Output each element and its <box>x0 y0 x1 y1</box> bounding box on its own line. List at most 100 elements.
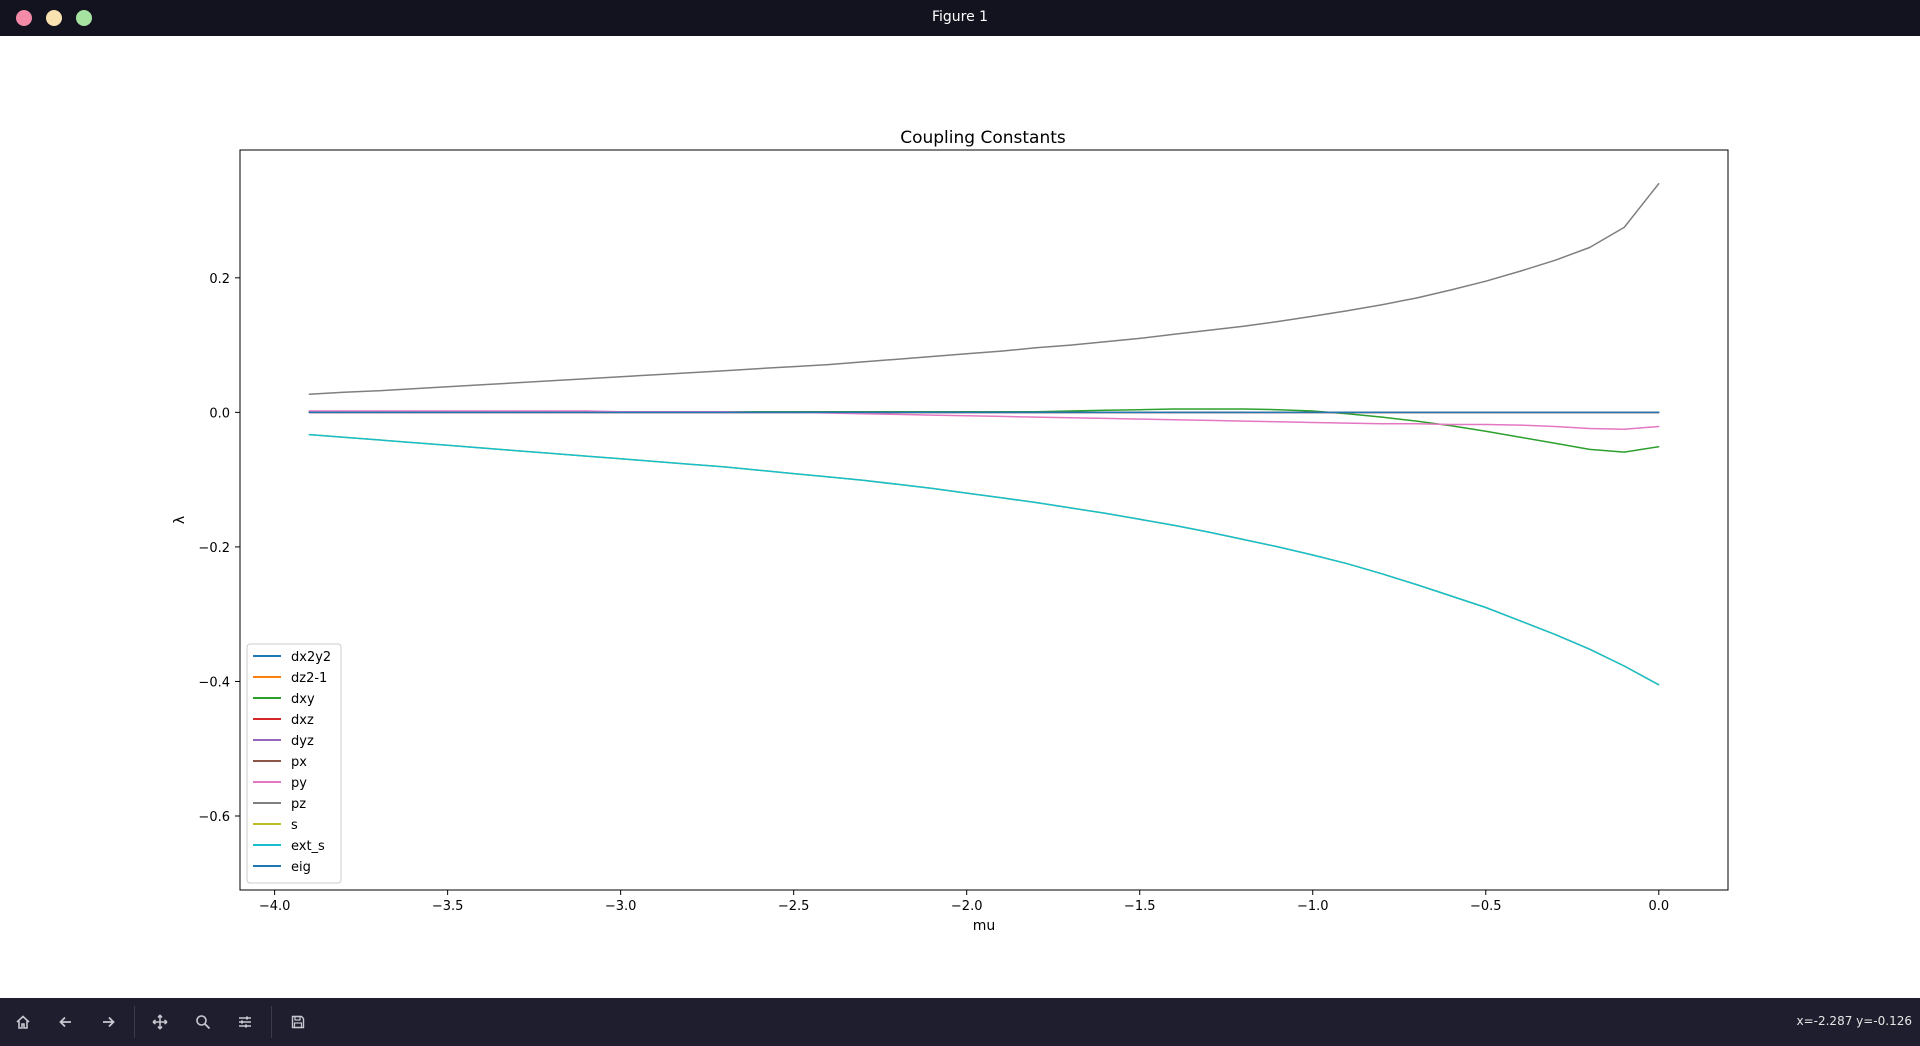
data-point-pz <box>1139 337 1141 339</box>
data-point-pz <box>412 388 414 390</box>
data-point-eig <box>1139 411 1141 413</box>
forward-button[interactable] <box>96 1010 120 1034</box>
data-point-pz <box>516 382 518 384</box>
data-point-py <box>1554 425 1556 428</box>
data-point-pz <box>1035 347 1037 349</box>
data-point-eig <box>1346 411 1348 413</box>
pan-button[interactable] <box>148 1010 172 1034</box>
data-point-ext-s <box>1242 538 1245 541</box>
data-point-dxy <box>1173 408 1175 410</box>
close-window-button[interactable] <box>16 10 32 26</box>
data-point-eig <box>481 411 483 413</box>
configure-button[interactable] <box>233 1010 257 1034</box>
data-point-eig <box>308 411 310 413</box>
data-point-pz <box>1416 297 1418 299</box>
data-point-eig <box>412 411 414 413</box>
window-title: Figure 1 <box>931 9 989 25</box>
data-point-ext-s <box>343 436 345 438</box>
data-point-eig <box>1589 411 1591 413</box>
data-point-eig <box>1277 411 1279 413</box>
data-point-ext-s <box>723 466 726 468</box>
data-point-pz <box>550 380 553 382</box>
data-point-py <box>1000 415 1002 417</box>
x-tick-label: −4.0 <box>259 899 291 914</box>
data-point-eig <box>1450 411 1452 413</box>
data-point-ext-s <box>550 452 553 454</box>
data-point-ext-s <box>862 479 864 481</box>
data-point-pz <box>1104 341 1106 343</box>
cursor-coordinates: x=-2.287 y=-0.126 <box>1796 1014 1913 1028</box>
data-point-pz <box>862 361 864 363</box>
zoom-icon <box>196 1015 211 1030</box>
data-point-py <box>1035 416 1037 418</box>
data-point-ext-s <box>827 476 829 478</box>
data-point-eig <box>377 411 379 413</box>
data-point-pz <box>1312 315 1314 317</box>
toolbar-separator <box>134 1006 135 1038</box>
axes-frame <box>239 149 1729 891</box>
data-point-py <box>1208 419 1210 421</box>
data-point-pz <box>1346 310 1348 312</box>
x-tick-label: 0.0 <box>1648 899 1669 914</box>
data-point-eig <box>1485 411 1487 413</box>
y-tick-label: −0.6 <box>198 810 230 825</box>
data-point-eig <box>1242 411 1245 413</box>
save-button[interactable] <box>286 1010 310 1034</box>
minimize-window-button[interactable] <box>46 10 62 26</box>
data-point-pz <box>1485 280 1487 282</box>
data-point-pz <box>1208 329 1210 331</box>
data-point-ext-s <box>1346 563 1348 565</box>
data-point-dxy <box>1485 430 1487 432</box>
data-point-dxy <box>1416 420 1418 422</box>
data-point-ext-s <box>1450 595 1452 597</box>
data-point-ext-s <box>1519 620 1521 622</box>
pan-icon <box>152 1014 168 1030</box>
data-point-py <box>1312 421 1314 424</box>
data-point-dxy <box>1554 442 1556 444</box>
data-point-dxy <box>1277 409 1279 411</box>
toolbar-separator <box>271 1006 272 1038</box>
data-point-dxy <box>1450 425 1452 427</box>
data-point-dxy <box>1139 409 1141 411</box>
x-tick-label: −3.0 <box>605 899 637 914</box>
data-point-eig <box>1312 411 1314 413</box>
data-point-eig <box>654 411 656 413</box>
data-point-pz <box>308 393 310 395</box>
maximize-window-button[interactable] <box>76 10 92 26</box>
data-point-py <box>966 415 968 417</box>
home-button[interactable] <box>11 1010 35 1034</box>
data-point-dxy <box>1589 448 1591 450</box>
data-point-ext-s <box>620 458 622 460</box>
data-point-eig <box>1554 411 1556 413</box>
data-point-ext-s <box>1485 606 1487 609</box>
figure-canvas[interactable]: Coupling Constants −4.0 −3.5 −3.0 −2.5 −2.0−… <box>0 36 1920 998</box>
data-point-pz <box>447 386 449 388</box>
data-point-pz <box>585 378 587 380</box>
zoom-button[interactable] <box>191 1010 215 1034</box>
data-point-pz <box>966 353 968 355</box>
data-point-dxy <box>1104 409 1106 411</box>
data-point-eig <box>862 411 864 413</box>
data-point-py <box>1658 425 1660 428</box>
x-axis-label: mu <box>973 918 996 934</box>
data-point-ext-s <box>654 460 656 463</box>
x-tick-label: −3.5 <box>432 899 464 914</box>
data-point-dxy <box>1623 451 1625 453</box>
data-point-eig <box>1658 411 1660 413</box>
data-point-py <box>550 410 553 412</box>
y-tick-label: −0.2 <box>198 541 230 556</box>
data-point-py <box>308 410 310 412</box>
series-line-ext-s <box>309 433 1660 686</box>
back-button[interactable] <box>54 1010 78 1034</box>
legend-label-dz2-1: dz2-1 <box>291 671 327 686</box>
data-point-eig <box>723 411 726 413</box>
data-point-ext-s <box>1069 507 1072 509</box>
data-point-eig <box>1035 411 1037 413</box>
data-point-pz <box>1554 259 1556 261</box>
data-point-pz <box>758 368 760 370</box>
legend-label-pz: pz <box>291 797 306 812</box>
data-point-pz <box>620 376 622 378</box>
data-point-ext-s <box>1623 665 1625 667</box>
data-point-ext-s <box>1589 648 1591 650</box>
